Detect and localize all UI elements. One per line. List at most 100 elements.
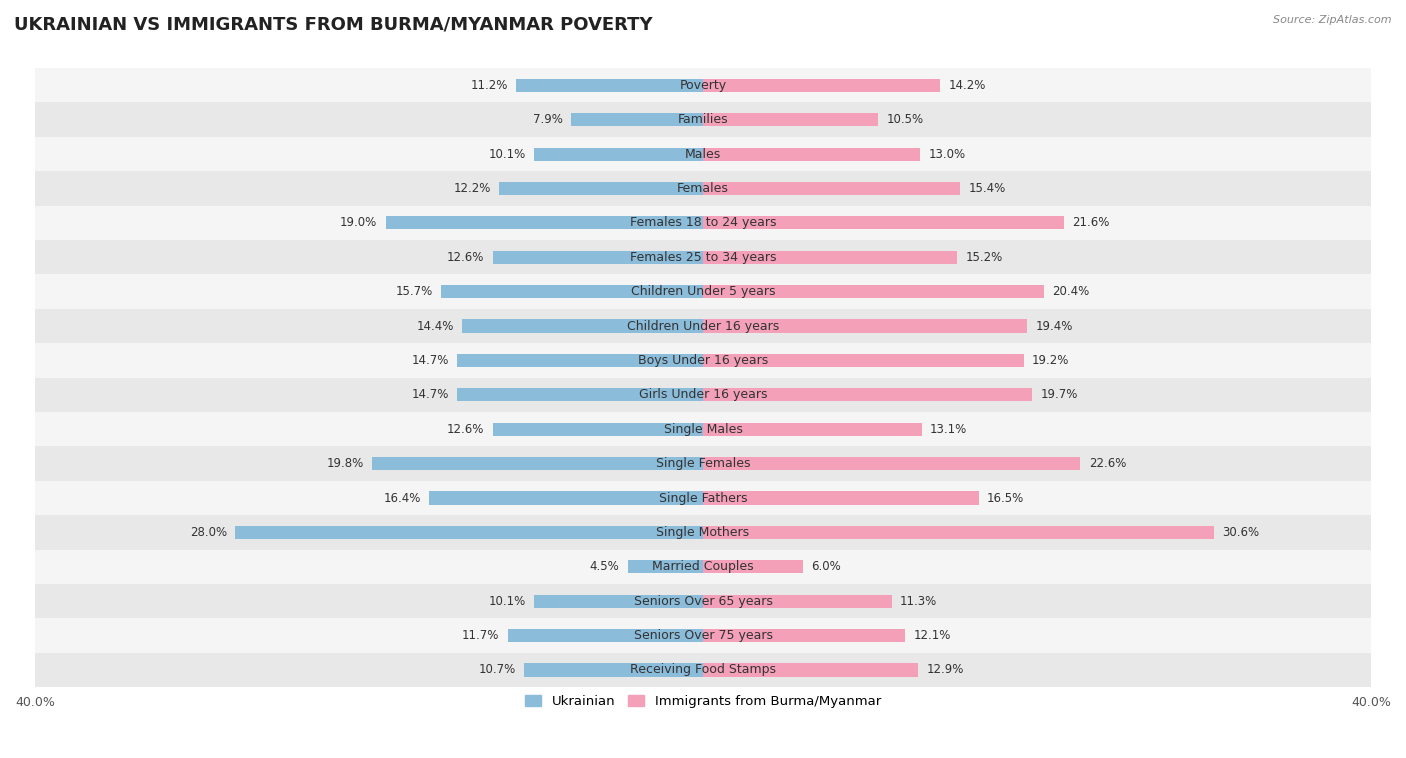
Bar — [35, 137, 1371, 171]
Bar — [35, 309, 1371, 343]
Text: 15.7%: 15.7% — [395, 285, 433, 298]
Text: 6.0%: 6.0% — [811, 560, 841, 573]
Text: Source: ZipAtlas.com: Source: ZipAtlas.com — [1274, 15, 1392, 25]
Text: 19.4%: 19.4% — [1035, 320, 1073, 333]
Text: 14.7%: 14.7% — [412, 388, 449, 401]
Bar — [457, 388, 703, 401]
Bar — [35, 205, 1371, 240]
Bar — [35, 481, 1371, 515]
Legend: Ukrainian, Immigrants from Burma/Myanmar: Ukrainian, Immigrants from Burma/Myanmar — [519, 688, 887, 715]
Text: 11.2%: 11.2% — [470, 79, 508, 92]
Bar — [628, 560, 703, 573]
Text: UKRAINIAN VS IMMIGRANTS FROM BURMA/MYANMAR POVERTY: UKRAINIAN VS IMMIGRANTS FROM BURMA/MYANM… — [14, 15, 652, 33]
Bar — [457, 354, 703, 367]
Text: Children Under 5 years: Children Under 5 years — [631, 285, 775, 298]
Text: Poverty: Poverty — [679, 79, 727, 92]
Text: 22.6%: 22.6% — [1088, 457, 1126, 470]
Bar — [35, 343, 1371, 377]
Bar — [35, 584, 1371, 619]
Bar — [571, 113, 703, 126]
Bar — [35, 240, 1371, 274]
Bar — [429, 491, 703, 505]
Text: Receiving Food Stamps: Receiving Food Stamps — [630, 663, 776, 676]
Bar — [35, 274, 1371, 309]
Bar — [703, 113, 879, 126]
Text: Males: Males — [685, 148, 721, 161]
Text: 15.4%: 15.4% — [969, 182, 1005, 195]
Bar — [35, 619, 1371, 653]
Text: 7.9%: 7.9% — [533, 113, 562, 126]
Bar — [703, 148, 920, 161]
Bar — [534, 595, 703, 608]
Text: 12.6%: 12.6% — [447, 423, 484, 436]
Text: 28.0%: 28.0% — [190, 526, 226, 539]
Bar — [703, 560, 803, 573]
Bar — [35, 171, 1371, 205]
Text: Girls Under 16 years: Girls Under 16 years — [638, 388, 768, 401]
Bar — [703, 388, 1032, 401]
Bar — [235, 526, 703, 539]
Text: Single Fathers: Single Fathers — [659, 491, 747, 505]
Bar — [703, 182, 960, 195]
Bar — [703, 251, 957, 264]
Bar — [35, 377, 1371, 412]
Text: 11.3%: 11.3% — [900, 595, 938, 608]
Bar — [35, 68, 1371, 102]
Bar — [492, 251, 703, 264]
Bar — [35, 102, 1371, 137]
Text: 10.1%: 10.1% — [489, 148, 526, 161]
Text: 4.5%: 4.5% — [589, 560, 620, 573]
Bar — [703, 354, 1024, 367]
Text: Females 25 to 34 years: Females 25 to 34 years — [630, 251, 776, 264]
Bar — [463, 319, 703, 333]
Text: Single Mothers: Single Mothers — [657, 526, 749, 539]
Text: 10.1%: 10.1% — [489, 595, 526, 608]
Text: Families: Families — [678, 113, 728, 126]
Text: Single Males: Single Males — [664, 423, 742, 436]
Text: 20.4%: 20.4% — [1052, 285, 1090, 298]
Text: 19.8%: 19.8% — [326, 457, 364, 470]
Bar — [524, 663, 703, 676]
Bar — [703, 491, 979, 505]
Bar — [534, 148, 703, 161]
Text: Children Under 16 years: Children Under 16 years — [627, 320, 779, 333]
Bar — [35, 653, 1371, 688]
Bar — [441, 285, 703, 298]
Text: 13.0%: 13.0% — [928, 148, 966, 161]
Text: 13.1%: 13.1% — [931, 423, 967, 436]
Text: Married Couples: Married Couples — [652, 560, 754, 573]
Text: Seniors Over 75 years: Seniors Over 75 years — [634, 629, 772, 642]
Text: Seniors Over 65 years: Seniors Over 65 years — [634, 595, 772, 608]
Bar — [499, 182, 703, 195]
Bar — [35, 412, 1371, 446]
Text: 14.2%: 14.2% — [949, 79, 986, 92]
Bar — [703, 423, 922, 436]
Bar — [703, 216, 1064, 230]
Bar — [373, 457, 703, 470]
Text: Boys Under 16 years: Boys Under 16 years — [638, 354, 768, 367]
Text: 16.5%: 16.5% — [987, 491, 1024, 505]
Bar — [35, 550, 1371, 584]
Text: 12.6%: 12.6% — [447, 251, 484, 264]
Bar — [508, 629, 703, 642]
Text: Females: Females — [678, 182, 728, 195]
Bar — [703, 629, 905, 642]
Text: 14.7%: 14.7% — [412, 354, 449, 367]
Text: Females 18 to 24 years: Females 18 to 24 years — [630, 216, 776, 230]
Text: 19.7%: 19.7% — [1040, 388, 1078, 401]
Bar — [703, 526, 1213, 539]
Bar — [703, 457, 1080, 470]
Bar — [703, 79, 941, 92]
Text: 10.7%: 10.7% — [478, 663, 516, 676]
Text: Single Females: Single Females — [655, 457, 751, 470]
Bar — [516, 79, 703, 92]
Bar — [703, 319, 1026, 333]
Text: 30.6%: 30.6% — [1222, 526, 1260, 539]
Text: 15.2%: 15.2% — [965, 251, 1002, 264]
Bar — [703, 285, 1043, 298]
Text: 12.9%: 12.9% — [927, 663, 965, 676]
Bar — [385, 216, 703, 230]
Text: 10.5%: 10.5% — [887, 113, 924, 126]
Text: 19.2%: 19.2% — [1032, 354, 1070, 367]
Text: 16.4%: 16.4% — [384, 491, 420, 505]
